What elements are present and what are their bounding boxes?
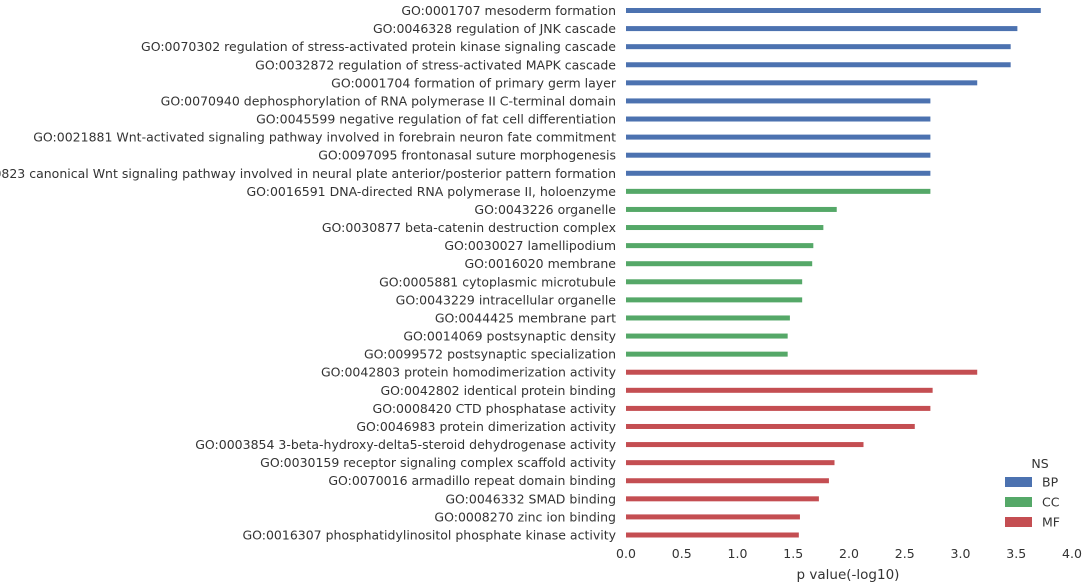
x-tick-label: 2.0: [839, 546, 859, 561]
category-label: GO:0046332 SMAD binding: [445, 491, 616, 506]
bar-mf: [626, 460, 835, 466]
legend-label-bp: BP: [1042, 475, 1059, 490]
category-label: GO:0060823 canonical Wnt signaling pathw…: [0, 166, 616, 181]
x-tick-label: 3.5: [1006, 546, 1026, 561]
category-label: GO:0001707 mesoderm formation: [401, 3, 616, 18]
category-label: GO:0021881 Wnt-activated signaling pathw…: [33, 130, 616, 145]
x-tick-label: 1.0: [728, 546, 748, 561]
category-label: GO:0003854 3-beta-hydroxy-delta5-steroid…: [195, 437, 616, 452]
bar-cc: [626, 279, 803, 285]
bar-mf: [626, 387, 933, 393]
category-label: GO:0008420 CTD phosphatase activity: [373, 401, 617, 416]
legend-swatch-mf: [1005, 517, 1032, 527]
category-label: GO:0044425 membrane part: [435, 310, 616, 325]
bars-layer: [626, 8, 1041, 538]
x-tick-label: 3.0: [951, 546, 971, 561]
category-label: GO:0014069 postsynaptic density: [403, 329, 616, 344]
category-label: GO:0042803 protein homodimerization acti…: [321, 365, 617, 380]
bar-bp: [626, 80, 978, 86]
bar-mf: [626, 514, 800, 520]
category-label: GO:0070940 dephosphorylation of RNA poly…: [161, 93, 616, 108]
legend-label-cc: CC: [1042, 495, 1060, 510]
legend-entries: BP CC MF: [1005, 475, 1060, 530]
bar-bp: [626, 134, 931, 140]
bar-cc: [626, 225, 824, 231]
bar-mf: [626, 369, 978, 375]
legend-swatch-cc: [1005, 497, 1032, 507]
category-label: GO:0008270 zinc ion binding: [434, 509, 616, 524]
category-label: GO:0005881 cytoplasmic microtubule: [379, 274, 616, 289]
bar-bp: [626, 26, 1018, 32]
category-label: GO:0032872 regulation of stress-activate…: [255, 57, 616, 72]
x-tick-label: 2.5: [895, 546, 915, 561]
category-label: GO:0070016 armadillo repeat domain bindi…: [328, 473, 616, 488]
category-label: GO:0016591 DNA-directed RNA polymerase I…: [246, 184, 616, 199]
legend-swatch-bp: [1005, 477, 1032, 487]
bar-bp: [626, 44, 1011, 50]
bar-mf: [626, 423, 915, 429]
bar-bp: [626, 116, 931, 122]
category-label: GO:0097095 frontonasal suture morphogene…: [318, 148, 616, 163]
category-label: GO:0001704 formation of primary germ lay…: [331, 75, 617, 90]
bar-bp: [626, 98, 931, 104]
category-label: GO:0043226 organelle: [474, 202, 616, 217]
bar-mf: [626, 405, 931, 411]
bar-mf: [626, 442, 864, 448]
bar-cc: [626, 351, 788, 357]
x-tick-label: 0.5: [672, 546, 692, 561]
bar-bp: [626, 62, 1011, 68]
bar-bp: [626, 8, 1041, 13]
category-label: GO:0043229 intracellular organelle: [396, 292, 617, 307]
bar-cc: [626, 297, 803, 303]
bar-bp: [626, 152, 931, 158]
bar-bp: [626, 170, 931, 176]
x-tick-label: 0.0: [616, 546, 636, 561]
legend-label-mf: MF: [1042, 515, 1060, 530]
bar-cc: [626, 261, 813, 267]
legend: NS BP CC MF: [1005, 456, 1060, 530]
x-axis-label: p value(-log10): [797, 567, 900, 583]
category-label: GO:0046983 protein dimerization activity: [356, 419, 616, 434]
category-label: GO:0046328 regulation of JNK cascade: [373, 21, 616, 36]
bar-cc: [626, 315, 790, 321]
category-label: GO:0042802 identical protein binding: [380, 383, 616, 398]
x-tick-label: 4.0: [1062, 546, 1082, 561]
category-label: GO:0030027 lamellipodium: [444, 238, 616, 253]
bar-mf: [626, 478, 829, 484]
bar-mf: [626, 496, 819, 502]
x-tick-label: 1.5: [783, 546, 803, 561]
category-label: GO:0045599 negative regulation of fat ce…: [256, 112, 616, 127]
category-labels: GO:0001707 mesoderm formation GO:0046328 …: [0, 3, 617, 543]
category-label: GO:0030877 beta-catenin destruction comp…: [322, 220, 616, 235]
bar-cc: [626, 333, 788, 339]
category-label: GO:0030159 receptor signaling complex sc…: [260, 455, 616, 470]
category-label: GO:0070302 regulation of stress-activate…: [141, 39, 616, 54]
category-label: GO:0016307 phosphatidylinositol phosphat…: [242, 528, 616, 543]
category-label: GO:0016020 membrane: [464, 256, 616, 271]
x-axis-ticks: 0.0 0.5 1.0 1.5 2.0 2.5 3.0 3.5 4.0: [616, 546, 1082, 561]
category-label: GO:0099572 postsynaptic specialization: [364, 347, 616, 362]
bar-cc: [626, 188, 931, 194]
bar-cc: [626, 243, 814, 249]
bar-cc: [626, 206, 837, 212]
bar-mf: [626, 532, 799, 538]
legend-title: NS: [1031, 456, 1048, 471]
